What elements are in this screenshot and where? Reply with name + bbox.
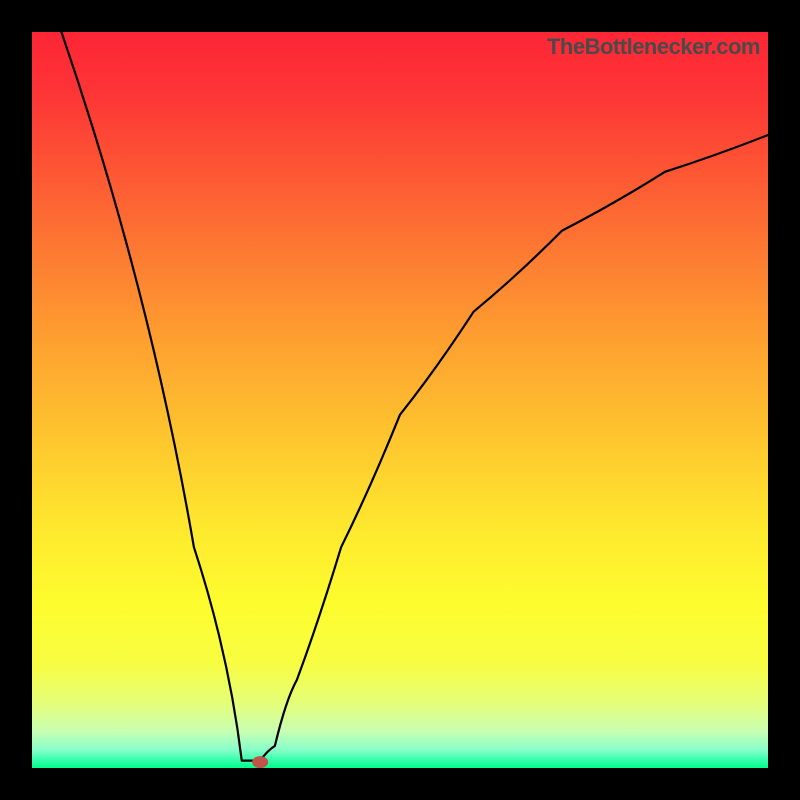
chart-svg (32, 32, 768, 768)
optimal-point-marker (252, 756, 268, 768)
watermark-text: TheBottlenecker.com (547, 34, 760, 60)
bottleneck-curve (61, 32, 768, 761)
chart-frame: TheBottlenecker.com (0, 0, 800, 800)
plot-area: TheBottlenecker.com (32, 32, 768, 768)
